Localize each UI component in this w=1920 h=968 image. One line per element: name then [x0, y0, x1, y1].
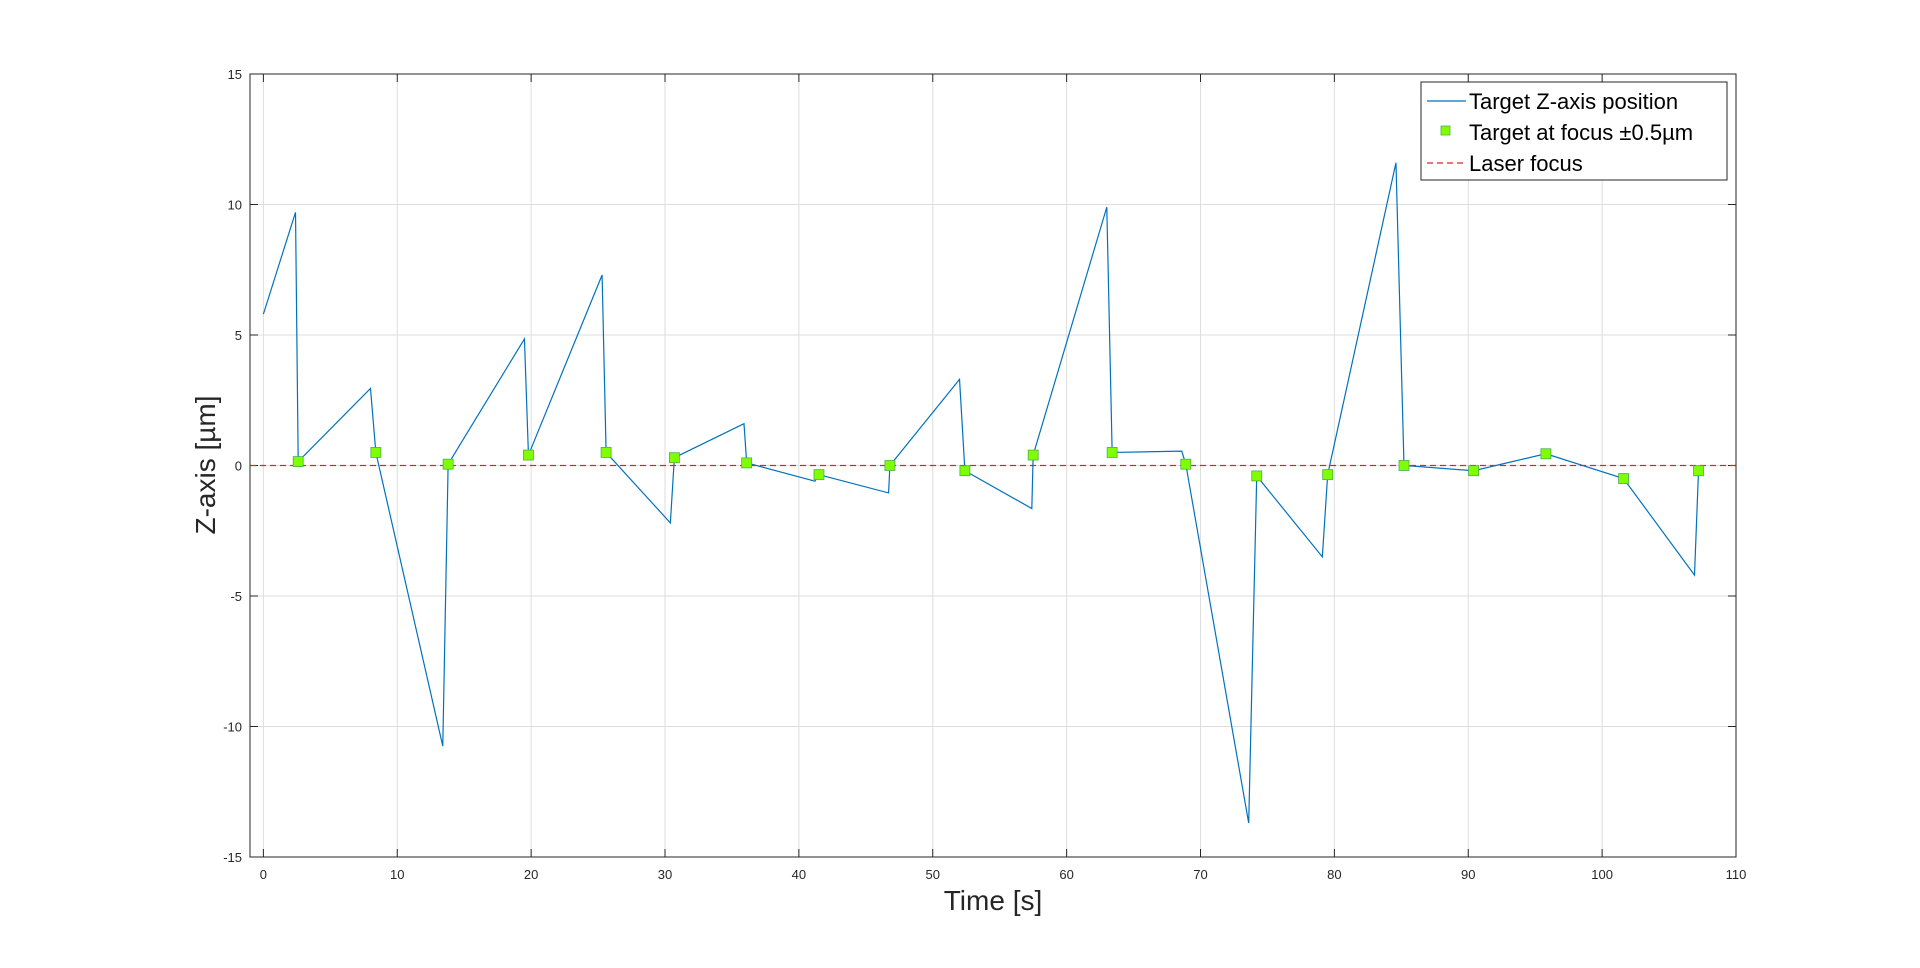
legend-marker-swatch: [1440, 125, 1451, 136]
x-tick-label: 110: [1726, 867, 1747, 882]
focus-marker: [292, 456, 304, 467]
x-tick-label: 50: [926, 867, 940, 882]
x-tick-label: 100: [1591, 867, 1613, 882]
y-axis-label: Z-axis [µm]: [190, 395, 221, 534]
y-tick-label: -5: [230, 589, 242, 604]
y-tick-label: 15: [228, 67, 242, 82]
y-tick-label: -10: [223, 720, 242, 735]
x-tick-label: 10: [390, 867, 404, 882]
y-tick-label: -15: [223, 850, 242, 865]
focus-marker: [1106, 447, 1118, 458]
x-tick-label: 30: [658, 867, 672, 882]
legend-label-laser: Laser focus: [1469, 151, 1583, 176]
x-tick-label: 90: [1461, 867, 1475, 882]
legend-label-focus: Target at focus ±0.5µm: [1469, 120, 1693, 145]
focus-marker: [1540, 448, 1552, 460]
y-tick-label: 5: [235, 328, 242, 343]
focus-marker: [1693, 465, 1704, 477]
focus-marker: [523, 449, 534, 461]
focus-marker: [959, 465, 971, 477]
legend-box: [1420, 81, 1728, 181]
x-tick-label: 70: [1193, 867, 1207, 882]
focus-marker: [1398, 460, 1410, 471]
focus-marker: [1322, 469, 1334, 481]
focus-marker: [442, 458, 454, 470]
focus-marker: [813, 469, 825, 481]
series-line-target-position: [262, 162, 1700, 824]
x-tick-label: 20: [524, 867, 538, 882]
focus-marker: [884, 460, 896, 471]
x-tick-label: 40: [792, 867, 806, 882]
focus-marker: [1027, 449, 1039, 461]
x-tick-label: 80: [1327, 867, 1341, 882]
focus-marker: [600, 447, 612, 458]
focus-marker: [1251, 470, 1263, 482]
x-tick-label: 0: [260, 867, 267, 882]
axes-box: [249, 73, 1737, 858]
ticks: 0 10 20 30 40 50 60 70 80 90 100 110 -15 -10 -5 0 5 10 15: [223, 67, 1746, 882]
x-axis-label: Time [s]: [944, 885, 1043, 916]
focus-marker: [1468, 465, 1480, 477]
y-tick-label: 10: [228, 198, 242, 213]
y-tick-label: 0: [235, 459, 242, 474]
focus-marker: [1180, 458, 1192, 470]
plot-area: [250, 162, 1736, 824]
focus-marker: [741, 457, 753, 469]
legend: Target Z-axis position Target at focus ±…: [1420, 81, 1728, 181]
focus-marker: [668, 452, 680, 464]
focus-marker: [370, 447, 382, 458]
x-tick-label: 60: [1059, 867, 1073, 882]
legend-label-position: Target Z-axis position: [1469, 89, 1678, 114]
focus-marker: [1618, 473, 1629, 484]
